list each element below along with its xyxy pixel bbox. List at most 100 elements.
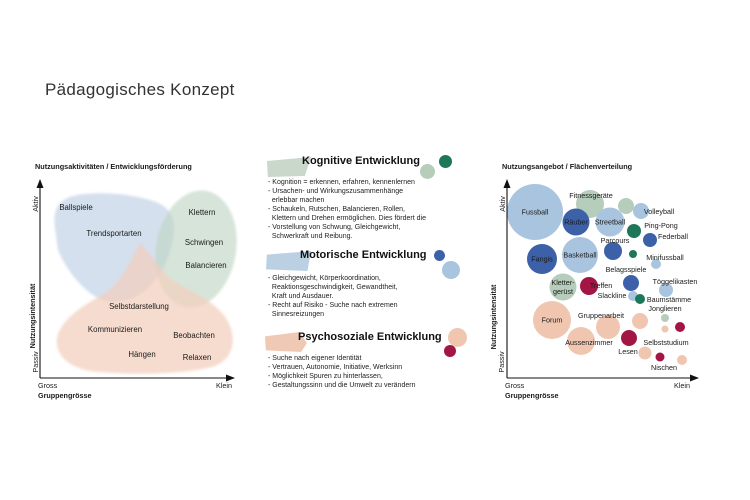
left-chart-title: Nutzungsaktivitäten / Entwicklungsförder…	[35, 162, 192, 171]
activity-label: Selbstdarstellung	[109, 302, 169, 311]
legend-text-line: - Schaukeln, Rutschen, Balancieren, Roll…	[268, 206, 405, 213]
bubble	[621, 330, 637, 346]
motorik-title: Motorische Entwicklung	[300, 249, 427, 261]
x-axis-right-label: Klein	[674, 381, 690, 390]
psychosozial-title: Psychosoziale Entwicklung	[298, 331, 442, 343]
offer-label: Töggelikasten	[653, 277, 698, 286]
page-title: Pädagogisches Konzept	[45, 80, 235, 99]
bubble-räuber	[562, 208, 590, 236]
activity-label: Beobachten	[173, 331, 215, 340]
legend-text-line: Klettern und Drehen ermöglichen. Dies fö…	[268, 215, 426, 222]
bubble-group: Fussball Räuber Streetball Fangis Basketball…	[507, 184, 687, 365]
bubble	[596, 315, 620, 339]
legend-text-line: - Gestaltungssinn und die Umwelt zu verä…	[268, 382, 416, 389]
bubble	[643, 233, 657, 247]
y-axis-label: Nutzungsintensität	[489, 284, 498, 349]
left-chart-axes	[39, 187, 227, 379]
y-axis-label: Nutzungsintensität	[28, 283, 37, 348]
bubble-label: Kletter-gerüst	[551, 278, 575, 296]
legend-text-line: Sinnesreizungen	[268, 311, 325, 318]
offer-label: Federball	[658, 232, 688, 241]
kognitiv-dot-dark	[439, 155, 452, 168]
y-axis-bottom-label: Passiv	[497, 351, 506, 373]
offer-label: Gruppenarbeit	[578, 311, 624, 320]
motorik-body: - Gleichgewicht, Körperkoordination, Rea…	[268, 274, 478, 319]
bubble-streetball	[595, 207, 625, 237]
bubble	[661, 325, 669, 333]
legend-text-line: - Vorstellung von Schwung, Gleichgewicht…	[268, 224, 401, 231]
bubble-label: Räuber	[564, 218, 588, 227]
x-axis-right-label: Klein	[216, 381, 232, 390]
right-chart: Nutzungsangebot / Flächenverteilung Fuss…	[489, 162, 699, 400]
psychosozial-dot-dark	[444, 345, 456, 357]
bubble-labels: Fitnessgeräte Volleyball Ping-Pong Federbal…	[565, 191, 697, 372]
legend-text-line: erlebbar machen	[268, 197, 325, 204]
legend-text-line: - Möglichkeit Spuren zu hinterlassen,	[268, 373, 383, 380]
x-axis-label: Gruppengrösse	[505, 391, 559, 400]
offer-label: Volleyball	[644, 207, 675, 216]
motorik-dot-dark	[434, 250, 445, 261]
bubble	[677, 355, 687, 365]
blob-group	[54, 190, 237, 374]
kognitiv-title: Kognitive Entwicklung	[302, 155, 420, 167]
legend-text-line: Reaktionsgeschwindigkeit, Gewandtheit,	[268, 284, 398, 291]
kognitiv-body: - Kognition = erkennen, erfahren, kennen…	[268, 178, 478, 241]
bubble	[604, 242, 622, 260]
activity-labels: Ballspiele Trendsportarten Klettern Schwing…	[59, 203, 226, 362]
kognitiv-shape	[267, 157, 311, 177]
legend-text-line: - Gleichgewicht, Körperkoordination,	[268, 275, 381, 282]
offer-label: Baumstämme	[647, 295, 691, 304]
legend-text-line: Kraft und Ausdauer.	[268, 293, 334, 300]
bubble	[675, 322, 685, 332]
right-chart-axes	[506, 187, 691, 379]
bubble	[635, 294, 645, 304]
offer-label: Lesen	[618, 347, 638, 356]
legend-text-line: - Kognition = erkennen, erfahren, kennen…	[268, 179, 415, 186]
legend-text-line: Schwerkraft und Reibung.	[268, 233, 353, 240]
y-axis-bottom-label: Passiv	[31, 351, 40, 373]
offer-label: Belagsspiele	[606, 265, 647, 274]
blob-psychosozial-rosa	[56, 243, 233, 374]
bubble-basketball	[562, 237, 598, 273]
bubble	[661, 314, 669, 322]
bubble-label: Fussball	[522, 208, 549, 217]
bubble-label: Fangis	[531, 255, 553, 264]
activity-label: Ballspiele	[59, 203, 92, 212]
offer-label: Jonglieren	[648, 304, 681, 313]
y-axis-top-label: Aktiv	[31, 196, 40, 212]
offer-label: Selbststudium	[643, 338, 688, 347]
legend-text-line: - Vertrauen, Autonomie, Initiative, Werk…	[268, 364, 403, 371]
offer-label: Ping-Pong	[644, 221, 678, 230]
offer-label: Parcours	[601, 236, 630, 245]
activity-label: Trendsportarten	[86, 229, 141, 238]
bubble	[655, 352, 665, 362]
y-axis-arrow	[503, 179, 511, 188]
psychosozial-body: - Suche nach eigener Identität - Vertraue…	[268, 354, 478, 390]
bubble-fangis	[527, 244, 557, 274]
offer-label: Minifussball	[646, 253, 684, 262]
bubble	[659, 283, 673, 297]
bubble-forum	[533, 301, 571, 339]
legend-text-line: - Suche nach eigener Identität	[268, 355, 362, 362]
bubble-klettergerüst	[549, 273, 577, 301]
legend-text-line: - Recht auf Risiko - Suche nach extremen	[268, 302, 398, 309]
bubble	[618, 198, 634, 214]
bubble-label: Streetball	[595, 218, 626, 227]
blob-kognitiv-gruen	[155, 190, 237, 308]
offer-label: Treffen	[590, 281, 612, 290]
activity-label: Balancieren	[185, 261, 226, 270]
motorik-dot-light	[442, 261, 460, 279]
right-chart-title: Nutzungsangebot / Flächenverteilung	[502, 162, 632, 171]
bubble	[638, 346, 652, 360]
psychosozial-shape	[265, 332, 307, 352]
bubble	[627, 224, 641, 238]
y-axis-top-label: Aktiv	[498, 196, 507, 212]
motorik-shape	[266, 251, 311, 271]
bubble	[633, 203, 649, 219]
offer-label: Slackline	[598, 291, 627, 300]
bubble	[567, 327, 595, 355]
left-chart: Nutzungsaktivitäten / Entwicklungsförder…	[28, 162, 237, 400]
psychosozial-dot-light	[448, 328, 467, 347]
